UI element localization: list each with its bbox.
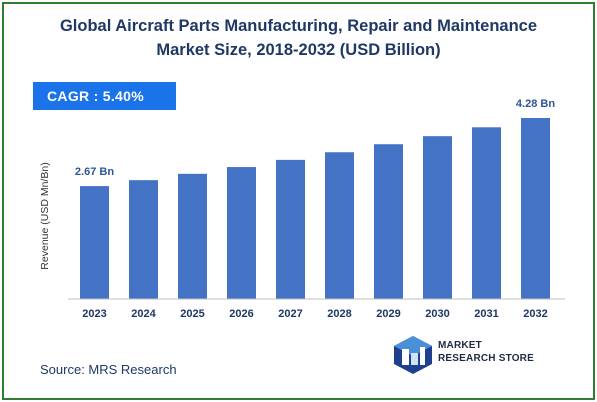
bar-2032 <box>521 118 550 299</box>
chart-title: Global Aircraft Parts Manufacturing, Rep… <box>0 14 597 62</box>
data-label-2023: 2.67 Bn <box>75 166 114 178</box>
bar-2025 <box>178 173 207 299</box>
x-tick-2026: 2026 <box>229 308 253 320</box>
bar-2027 <box>276 159 305 299</box>
mrs-logo-icon <box>394 336 432 374</box>
x-tick-2028: 2028 <box>327 308 351 320</box>
x-tick-2029: 2029 <box>376 308 400 320</box>
x-tick-2031: 2031 <box>474 308 498 320</box>
x-tick-2025: 2025 <box>180 308 204 320</box>
brand-logo: MARKET RESEARCH STORE <box>392 334 542 374</box>
source-note: Source: MRS Research <box>40 362 177 377</box>
bar-2029 <box>374 144 403 299</box>
x-tick-2027: 2027 <box>278 308 302 320</box>
bar-2024 <box>129 180 158 299</box>
logo-line-2: RESEARCH STORE <box>438 353 534 364</box>
chart-title-line-1: Global Aircraft Parts Manufacturing, Rep… <box>59 17 538 35</box>
bar-2026 <box>227 167 256 299</box>
bar-2031 <box>472 127 501 299</box>
logo-line-1: MARKET <box>438 340 482 351</box>
logo-text: MARKET RESEARCH STORE <box>438 339 534 365</box>
bar-2030 <box>423 136 452 299</box>
x-tick-2023: 2023 <box>82 308 106 320</box>
x-tick-2030: 2030 <box>425 308 449 320</box>
y-axis-label: Revenue (USD Mn/Bn) <box>39 162 51 269</box>
x-tick-2024: 2024 <box>131 308 156 320</box>
x-tick-2032: 2032 <box>523 308 547 320</box>
chart-title-line-2: Market Size, 2018-2032 (USD Billion) <box>156 41 441 59</box>
data-label-2032: 4.28 Bn <box>516 98 555 110</box>
cagr-badge: CAGR : 5.40% <box>33 82 176 110</box>
bar-2023 <box>80 186 109 299</box>
bar-2028 <box>325 152 354 299</box>
